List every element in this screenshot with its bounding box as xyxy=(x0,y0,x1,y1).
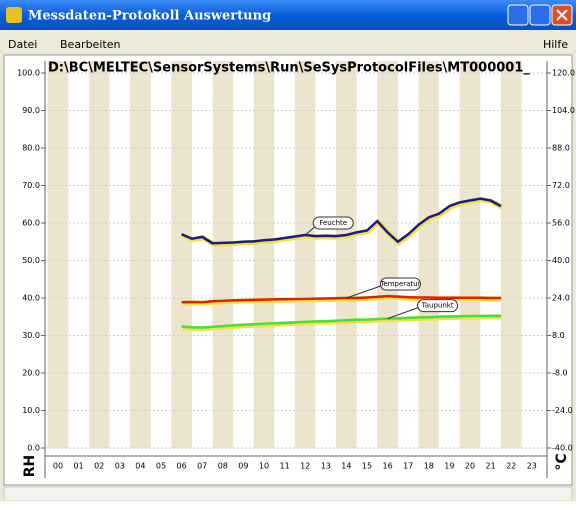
hour-band xyxy=(47,61,69,448)
hour-band xyxy=(294,61,316,448)
plot: 00 01 02 03 04 05 06 07 08 09 10 11 12 13 14 15 16 17 18 19… xyxy=(17,61,575,478)
minimize-button[interactable] xyxy=(507,4,529,26)
x-tick-label: 10 xyxy=(259,462,269,471)
menu-item[interactable]: Bearbeiten xyxy=(60,38,120,51)
y2-axis-label: °C xyxy=(554,453,570,470)
y-tick-label: 40.0 xyxy=(22,294,40,303)
x-tick-label: 09 xyxy=(238,462,248,471)
y-tick-label: 90.0 xyxy=(22,106,40,115)
y2-tick-label: 72.0 xyxy=(552,181,570,190)
x-tick-label: 21 xyxy=(486,462,496,471)
y2-tick-label: 8.0 xyxy=(552,331,565,340)
x-tick-label: 03 xyxy=(115,462,125,471)
hour-band xyxy=(130,61,151,448)
hour-band xyxy=(212,61,234,448)
y2-tick-label: 88.0 xyxy=(552,144,570,153)
x-tick-label: 13 xyxy=(321,462,331,471)
y-tick-label: 70.0 xyxy=(22,181,40,190)
y2-tick-label: -8.0 xyxy=(552,369,568,378)
y2-tick-label: 104.0 xyxy=(552,106,575,115)
x-tick-label: 14 xyxy=(341,462,351,471)
x-tick-label: 08 xyxy=(218,462,228,471)
x-tick-label: 17 xyxy=(403,462,413,471)
y2-tick-label: 120.0 xyxy=(552,69,575,78)
y-tick-label: 100.0 xyxy=(17,69,40,78)
hour-band xyxy=(336,61,357,448)
y2-tick-label: 24.0 xyxy=(552,294,570,303)
x-tick-label: 12 xyxy=(300,462,310,471)
y-tick-label: 30.0 xyxy=(22,331,40,340)
hour-band xyxy=(459,61,481,448)
app-icon xyxy=(6,7,22,23)
chart-title: D:\BC\MELTEC\SensorSystems\Run\SeSysProt… xyxy=(48,61,530,76)
hour-band xyxy=(377,61,398,448)
menu-item[interactable]: Hilfe xyxy=(543,38,568,51)
x-tick-label: 19 xyxy=(444,462,454,471)
x-tick-label: 16 xyxy=(383,462,393,471)
x-tick-label: 18 xyxy=(424,462,434,471)
y2-tick-label: -40.0 xyxy=(552,444,573,453)
close-icon xyxy=(556,9,568,21)
hour-band xyxy=(418,61,440,448)
x-tick-label: 02 xyxy=(94,462,104,471)
y-tick-label: 10.0 xyxy=(22,406,40,415)
x-tick-label: 04 xyxy=(135,462,145,471)
series-label: Temperatur xyxy=(379,280,420,288)
hour-band xyxy=(253,61,275,448)
y-tick-label: 0.0 xyxy=(27,444,40,453)
y-tick-label: 60.0 xyxy=(22,219,40,228)
x-tick-label: 05 xyxy=(156,462,166,471)
label-leader xyxy=(346,283,387,299)
x-tick-label: 22 xyxy=(506,462,516,471)
title-bar xyxy=(0,0,576,30)
x-tick-label: 00 xyxy=(53,462,63,471)
series-label: Feuchte xyxy=(319,219,347,227)
scrollbar[interactable] xyxy=(3,486,573,502)
x-tick-label: 06 xyxy=(177,462,187,471)
x-tick-label: 11 xyxy=(280,462,290,471)
window-title: Messdaten-Protokoll Auswertung xyxy=(28,9,271,24)
y2-tick-label: -24.0 xyxy=(552,406,573,415)
hour-band xyxy=(88,61,110,448)
maximize-button[interactable] xyxy=(529,4,551,26)
series-label: Taupunkt xyxy=(421,302,454,310)
y-axis-label: RH xyxy=(22,455,38,478)
series-line xyxy=(181,294,501,304)
series-line xyxy=(181,197,502,245)
label-box xyxy=(379,277,421,291)
y-tick-label: 20.0 xyxy=(22,369,40,378)
y2-tick-label: 40.0 xyxy=(552,256,570,265)
y-tick-label: 50.0 xyxy=(22,256,40,265)
hour-band xyxy=(171,61,192,448)
x-tick-label: 15 xyxy=(362,462,372,471)
label-box xyxy=(417,299,459,313)
hour-band xyxy=(500,61,522,448)
series-line xyxy=(181,314,501,329)
y2-tick-label: 56.0 xyxy=(552,219,570,228)
x-tick-label: 20 xyxy=(465,462,475,471)
x-tick-label: 07 xyxy=(197,462,207,471)
label-box xyxy=(312,216,354,230)
menu-item[interactable]: Datei xyxy=(8,38,37,51)
y-tick-label: 80.0 xyxy=(22,144,40,153)
x-tick-label: 23 xyxy=(527,462,537,471)
x-tick-label: 01 xyxy=(74,462,84,471)
